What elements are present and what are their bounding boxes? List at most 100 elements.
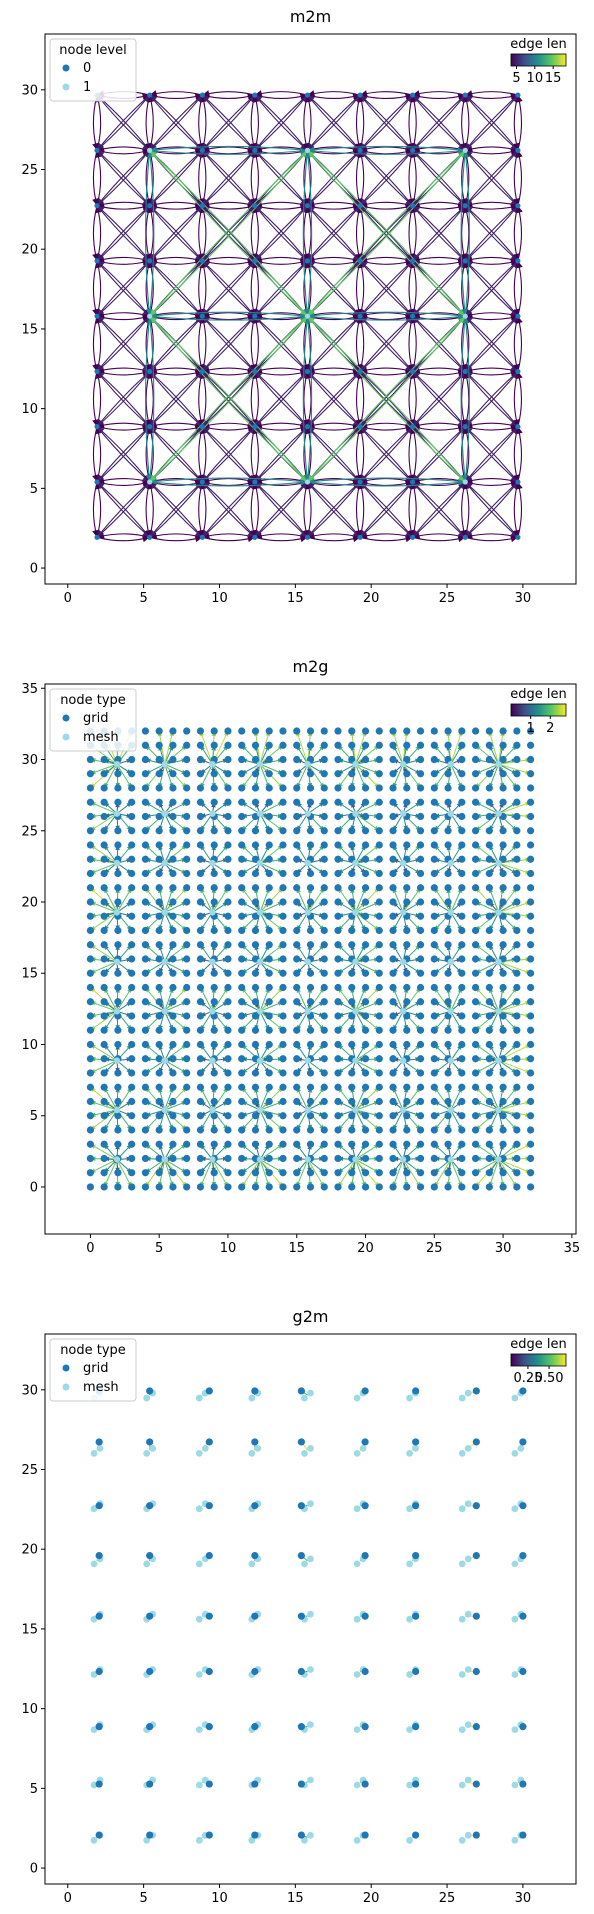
mesh-node [143,1449,151,1457]
grid-node [128,855,136,863]
grid-node [499,1012,507,1020]
mesh-edge [149,481,203,538]
grid-node [458,1012,466,1020]
mesh-edge [359,312,413,317]
grid-node [265,1112,273,1120]
mesh-edge [513,481,519,538]
mesh-node [307,1666,314,1673]
grid-node [416,784,425,792]
grid-node [499,912,507,920]
grid-node [141,1154,150,1163]
mesh-edge [359,150,365,206]
grid-node [114,1083,122,1091]
mesh-edge [303,481,308,538]
grid-node [114,969,122,977]
grid-node [485,898,493,906]
grid-node [430,741,438,749]
grid-node [389,983,397,992]
mesh-edge [465,367,519,373]
grid-node [403,827,411,835]
mesh-edge [412,426,466,483]
grid-node [128,1126,136,1134]
mesh-edge [201,371,207,427]
grid-node [95,1502,103,1510]
mesh-edge [96,481,150,486]
grid-node [527,1169,535,1177]
grid-node [403,755,411,764]
grid-node [293,1169,301,1177]
legend-marker [62,64,70,72]
grid-node [416,755,425,764]
grid-node [210,1140,218,1148]
mesh-edge [359,260,413,317]
mesh-edge [250,371,256,427]
g2m-nodes [90,1387,527,1844]
x-tick-label: 0 [86,1241,94,1256]
m2g-edge [402,1159,421,1188]
grid-node [224,855,232,863]
grid-node [348,926,356,935]
grid-node [141,969,150,977]
grid-node [527,1183,535,1191]
mesh-node [161,810,168,817]
grid-node [444,841,452,849]
grid-node [100,955,108,963]
mesh-edge [359,481,413,538]
grid-node [334,1112,342,1120]
mesh-edge [96,315,151,372]
mesh-edge [201,371,256,427]
mesh-node [352,958,359,966]
grid-node [306,1126,315,1134]
mesh-edge [96,260,102,317]
grid-node [251,1083,260,1091]
x-tick-label: 25 [426,1241,443,1256]
m2g-edge [433,1159,452,1188]
grid-node [306,1097,315,1106]
grid-node [361,1040,370,1049]
grid-node [444,898,452,906]
grid-node [128,798,136,806]
mesh-edge [464,371,470,427]
grid-node [334,1183,342,1191]
grid-node [320,1169,328,1177]
mesh-edge [149,260,203,265]
mesh-edge [412,533,466,538]
mesh-node [143,1836,151,1844]
grid-node [114,869,122,878]
grid-node [513,855,521,863]
grid-node [389,1183,397,1191]
mesh-edge [461,481,466,538]
level0-node [357,313,363,319]
grid-node [513,741,521,749]
mesh-edge [359,481,365,538]
grid-node [430,912,438,920]
grid-node [100,983,108,992]
mesh-edge [359,94,414,151]
grid-node [444,741,452,749]
grid-node [403,1069,411,1077]
mesh-edge [96,256,150,262]
mesh-node [90,1505,98,1513]
grid-node [210,841,218,849]
mesh-node [464,1721,472,1729]
level0-node [410,258,416,264]
grid-node [471,969,480,977]
mesh-edge [307,536,361,542]
mesh-edge [254,422,308,428]
mesh-edge [201,150,207,206]
grid-node [114,770,122,778]
grid-node [430,855,438,863]
grid-node [403,784,411,792]
grid-node [224,869,232,878]
mesh-edge [96,205,151,262]
mesh-edge [306,94,312,151]
mesh-edge [254,205,308,262]
grid-node [485,926,493,935]
grid-node [527,770,535,778]
grid-node [265,1026,273,1034]
mesh-edge [201,94,256,151]
mesh-node [161,909,168,916]
level0-node [410,313,416,319]
level0-node [462,424,468,430]
